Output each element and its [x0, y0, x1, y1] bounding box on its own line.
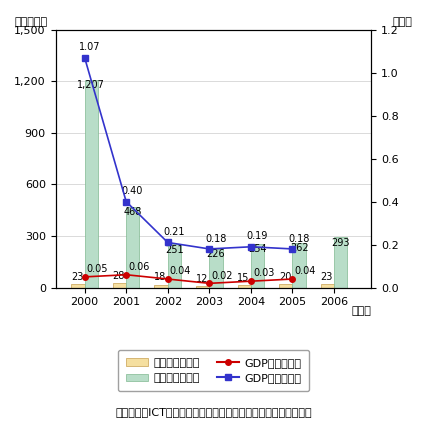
- Text: 0.04: 0.04: [170, 266, 191, 276]
- Bar: [167, 244, 181, 288]
- Text: （％）: （％）: [392, 17, 412, 27]
- Text: 0.18: 0.18: [204, 233, 226, 244]
- Text: 18: 18: [154, 272, 166, 283]
- Text: 251: 251: [165, 245, 183, 255]
- Text: 0.40: 0.40: [121, 186, 143, 196]
- Bar: [196, 286, 209, 288]
- Bar: [209, 249, 222, 288]
- Text: （百億円）: （百億円）: [14, 17, 47, 27]
- Text: 468: 468: [124, 207, 142, 217]
- Text: （年）: （年）: [351, 306, 371, 316]
- Text: 1,207: 1,207: [77, 80, 105, 91]
- Text: 262: 262: [289, 243, 308, 253]
- Text: 0.21: 0.21: [163, 227, 184, 237]
- Bar: [279, 284, 292, 288]
- Text: 12: 12: [195, 274, 207, 283]
- Bar: [112, 283, 126, 288]
- Text: 254: 254: [248, 244, 266, 254]
- Bar: [250, 244, 264, 288]
- Text: 20: 20: [278, 272, 291, 282]
- Bar: [71, 284, 84, 288]
- Bar: [333, 237, 347, 288]
- Text: 293: 293: [331, 238, 349, 247]
- Text: 0.04: 0.04: [294, 266, 315, 276]
- Text: 0.05: 0.05: [86, 264, 108, 274]
- Text: 1.07: 1.07: [79, 42, 100, 52]
- Text: 0.06: 0.06: [128, 262, 149, 272]
- Text: 23: 23: [320, 272, 332, 282]
- Bar: [237, 285, 250, 288]
- Bar: [292, 242, 305, 288]
- Bar: [154, 285, 167, 288]
- Bar: [126, 207, 139, 288]
- Text: 0.18: 0.18: [288, 233, 309, 244]
- Text: 28: 28: [112, 271, 124, 281]
- Text: 0.02: 0.02: [211, 271, 232, 280]
- Text: 0.03: 0.03: [252, 269, 274, 278]
- Bar: [320, 284, 333, 288]
- Text: 23: 23: [71, 272, 83, 282]
- Legend: 投賄額（日本）, 投賄額（米国）, GDP比（日本）, GDP比（米国）: 投賄額（日本）, 投賄額（米国）, GDP比（日本）, GDP比（米国）: [118, 350, 308, 391]
- Text: 0.19: 0.19: [246, 231, 267, 242]
- Text: （出典）『ICTベンチャーの実態把握と成長に関する調査研究』: （出典）『ICTベンチャーの実態把握と成長に関する調査研究』: [115, 407, 311, 417]
- Bar: [84, 80, 98, 288]
- Text: 15: 15: [237, 273, 249, 283]
- Text: 226: 226: [206, 249, 225, 259]
